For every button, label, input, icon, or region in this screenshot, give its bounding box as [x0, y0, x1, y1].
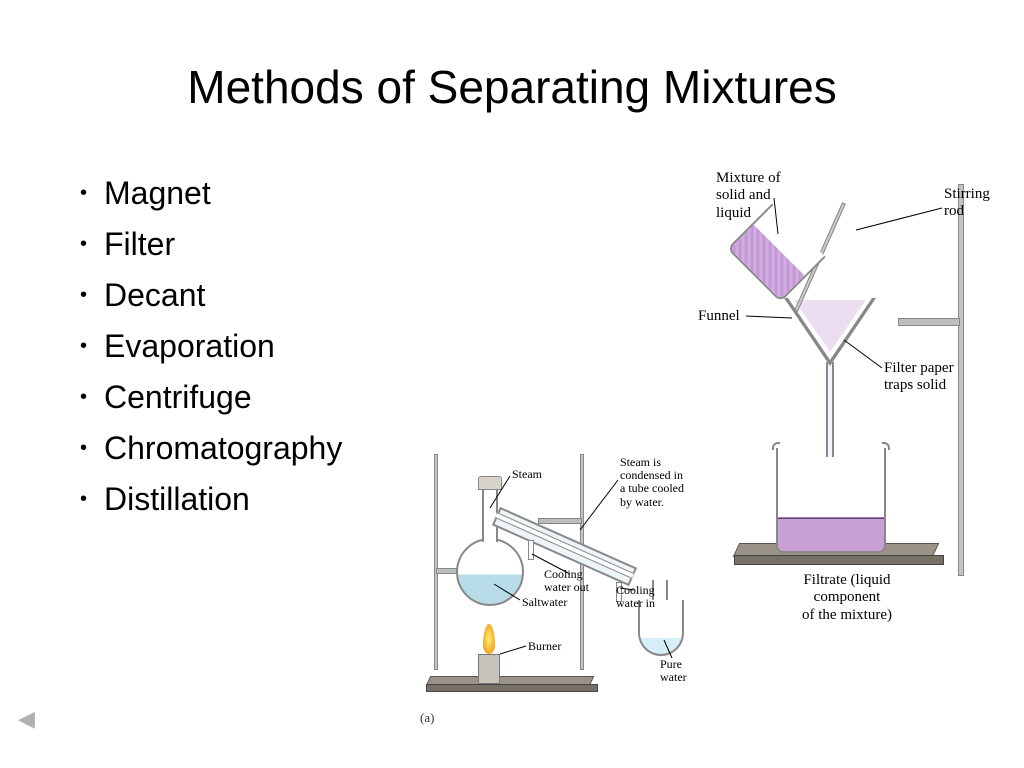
- list-item-label: Decant: [104, 277, 205, 314]
- ring-clamp: [898, 318, 960, 326]
- label-mixture: Mixture of solid and liquid: [716, 170, 781, 222]
- flame-icon: [483, 624, 495, 654]
- filter-paper: [794, 300, 866, 352]
- stand-rod: [434, 454, 438, 670]
- label-filter-paper: Filter paper traps solid: [884, 360, 954, 395]
- distillation-diagram: Steam Saltwater Burner Steam is condense…: [420, 428, 730, 698]
- filtrate-liquid: [778, 517, 884, 551]
- label-stirring-rod: Stirring rod: [944, 186, 990, 221]
- label-burner: Burner: [528, 640, 561, 653]
- figure-caption: (a): [420, 710, 434, 726]
- list-item-label: Chromatography: [104, 430, 342, 467]
- water-outlet: [528, 540, 534, 560]
- label-saltwater: Saltwater: [522, 596, 567, 609]
- label-filtrate: Filtrate (liquid component of the mixtur…: [802, 572, 892, 624]
- stand-base-front: [734, 555, 944, 565]
- list-item: •Filter: [80, 226, 480, 263]
- list-item-label: Magnet: [104, 175, 211, 212]
- label-cooling-in: Cooling water in: [616, 584, 655, 610]
- list-item: •Magnet: [80, 175, 480, 212]
- stopper: [478, 476, 502, 490]
- list-item-label: Filter: [104, 226, 175, 263]
- stand-base-front: [426, 684, 598, 692]
- boiling-flask: [456, 538, 524, 606]
- list-item-label: Distillation: [104, 481, 250, 518]
- list-item-label: Centrifuge: [104, 379, 252, 416]
- label-steam: Steam: [512, 468, 542, 481]
- list-item: •Centrifuge: [80, 379, 480, 416]
- list-item: •Evaporation: [80, 328, 480, 365]
- list-item: •Decant: [80, 277, 480, 314]
- label-pure-water: Pure water: [660, 658, 687, 684]
- condenser-clamp: [538, 518, 582, 524]
- label-cooling-out: Cooling water out: [544, 568, 589, 594]
- label-funnel: Funnel: [698, 308, 740, 325]
- filtration-diagram: Mixture of solid and liquid Stirring rod…: [696, 170, 996, 615]
- label-condense-note: Steam is condensed in a tube cooled by w…: [620, 456, 684, 509]
- page-title: Methods of Separating Mixtures: [0, 60, 1024, 114]
- mixture-liquid: [730, 225, 805, 300]
- bunsen-burner: [478, 654, 500, 684]
- list-item-label: Evaporation: [104, 328, 275, 365]
- filtrate-beaker: [776, 448, 886, 553]
- funnel-stem: [826, 362, 834, 457]
- stand-rod: [958, 184, 964, 576]
- prev-slide-button[interactable]: ◀: [18, 706, 35, 732]
